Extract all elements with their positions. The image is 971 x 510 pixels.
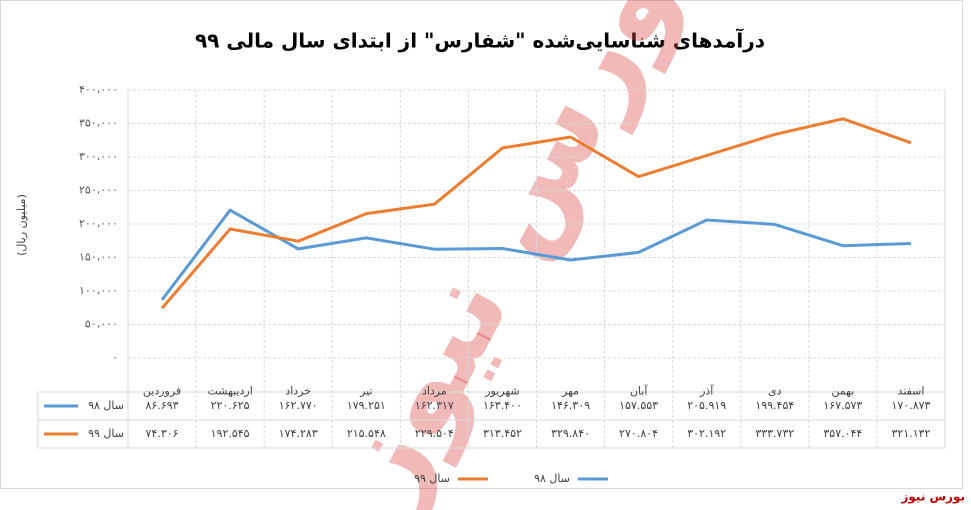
y-tick-label: ۱۰۰،۰۰۰ [79, 284, 118, 297]
series-line [160, 117, 912, 310]
y-tick-label: ۰ [112, 351, 118, 364]
y-tick-label: ۲۰۰،۰۰۰ [79, 217, 118, 230]
table-cell: ۱۶۲.۷۷۰ [279, 399, 318, 412]
x-tick-label: بهمن [831, 385, 854, 398]
x-tick-label: تیر [359, 385, 372, 398]
table-cell: ۱۹۹.۴۵۴ [755, 399, 794, 412]
y-tick-label: ۱۵۰،۰۰۰ [79, 251, 118, 264]
y-tick-label: ۲۵۰،۰۰۰ [79, 184, 118, 197]
legend-label: سال ۹۸ [534, 472, 570, 485]
table-cell: ۳۳۳.۷۳۲ [755, 427, 794, 440]
x-tick-label: شهریور [484, 385, 519, 398]
table-cell: ۱۶۷.۵۷۳ [823, 399, 862, 412]
source: بورس نیوز [900, 490, 965, 505]
table-cell: ۱۷۰.۸۷۳ [891, 399, 930, 412]
table-cell: ۱۴۶.۳۰۹ [551, 399, 590, 412]
x-tick-label: مهر [561, 385, 579, 398]
table-cell: ۲۰۵.۹۱۹ [687, 399, 726, 412]
table-cell: ۲۷۰.۸۰۴ [619, 427, 658, 440]
y-tick-label: ۵۰،۰۰۰ [85, 318, 118, 331]
y-tick-label: ۳۰۰،۰۰۰ [79, 150, 118, 163]
table-cell: ۱۷۹.۲۵۱ [347, 399, 386, 412]
table-cell: ۱۶۳.۴۰۰ [483, 399, 522, 412]
table-cell: ۸۶.۶۹۳ [146, 399, 179, 412]
y-tick-label: ۳۵۰،۰۰۰ [79, 117, 118, 130]
chart-frame [0, 0, 963, 489]
x-tick-label: خرداد [285, 385, 311, 398]
table-cell: ۳۱۳.۴۵۲ [483, 427, 522, 440]
table-cell: ۱۶۲.۳۱۷ [415, 399, 454, 412]
table-cell: ۳۰۲.۱۹۲ [687, 427, 726, 440]
table-cell: ۱۵۷.۵۵۳ [619, 399, 658, 412]
x-tick-label: فروردین [143, 385, 181, 398]
table-cell: ۲۱۵.۵۴۸ [347, 427, 386, 440]
x-tick-label: اردیبهشت [207, 385, 252, 398]
x-tick-label: آذر [699, 384, 714, 398]
table-cell: ۲۲۰.۶۲۵ [211, 399, 250, 412]
row-label: سال ۹۸ [88, 399, 124, 412]
table-cell: ۳۲۱.۱۳۲ [891, 427, 930, 440]
chart-title: درآمدهای شناسایی‌شده "شفارس" از ابتدای س… [195, 28, 765, 53]
y-tick-label: ۴۰۰،۰۰۰ [79, 83, 118, 96]
table-cell: ۲۲۹.۵۰۴ [415, 427, 454, 440]
table-cell: ۳۵۷.۰۴۴ [823, 427, 862, 440]
y-axis-label: (میلیون ریال) [15, 194, 28, 256]
row-label: سال ۹۹ [88, 427, 124, 440]
x-tick-label: مرداد [422, 385, 447, 398]
x-tick-label: دی [768, 385, 782, 398]
table-cell: ۷۴.۳۰۶ [146, 427, 179, 440]
table-cell: ۳۲۹.۸۴۰ [551, 427, 590, 440]
legend-label: سال ۹۹ [414, 472, 450, 485]
series-line [160, 208, 912, 301]
table-cell: ۱۷۴.۲۸۳ [279, 427, 318, 440]
table-cell: ۱۹۲.۵۴۵ [211, 427, 250, 440]
x-tick-label: آبان [630, 384, 648, 398]
x-tick-label: اسفند [897, 385, 924, 398]
